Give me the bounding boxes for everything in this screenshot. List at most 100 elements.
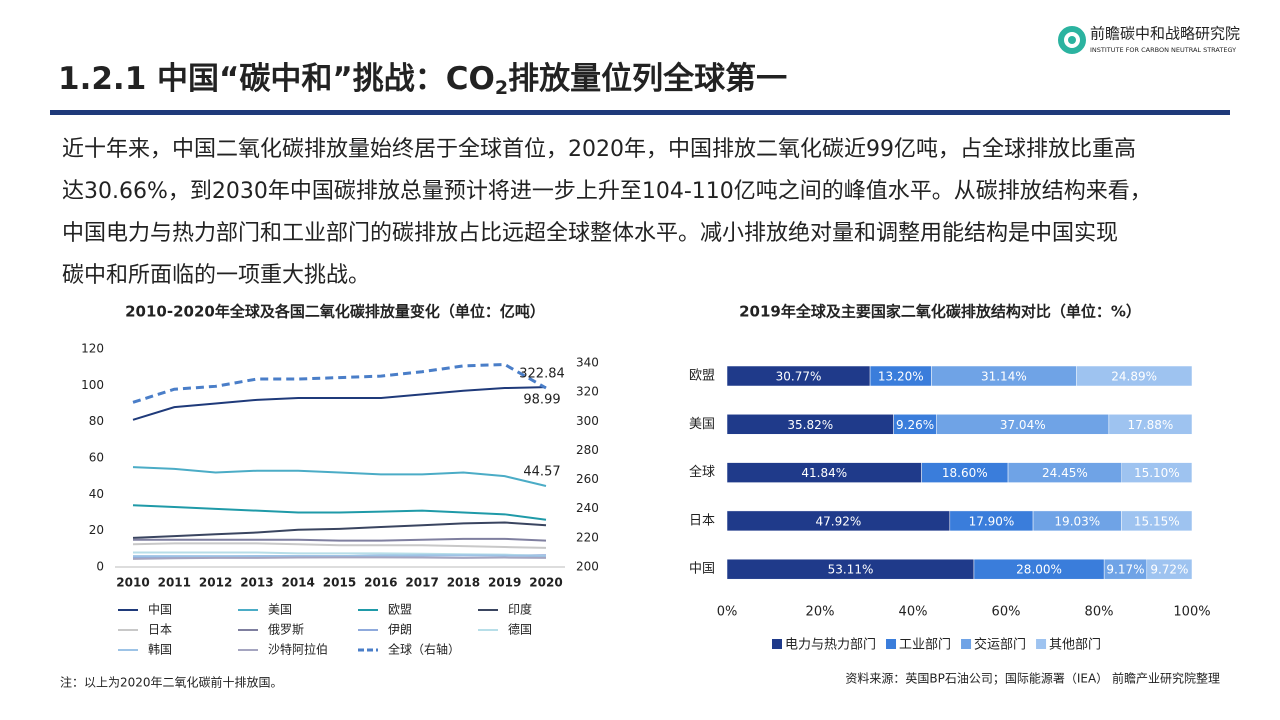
legend-label: 印度 — [508, 602, 532, 617]
bar-segment — [1121, 462, 1193, 483]
title-end: 排放量位列全球第一 — [508, 61, 787, 97]
y2-tick-label: 320 — [576, 385, 599, 399]
legend-swatch — [772, 639, 782, 649]
x-tick-label: 100% — [1173, 605, 1210, 620]
data-label: 9.26% — [896, 418, 934, 432]
chart-title: 2010-2020年全球及各国二氧化碳排放量变化（单位：亿吨） — [125, 303, 545, 321]
x-tick-label: 2012 — [199, 576, 232, 590]
series-line — [133, 554, 547, 558]
legend-swatch — [1036, 639, 1047, 649]
data-label: 98.99 — [523, 393, 560, 408]
data-label: 15.15% — [1134, 514, 1180, 528]
data-label: 30.77% — [776, 370, 822, 384]
data-label: 41.84% — [801, 466, 847, 480]
series-line — [132, 542, 547, 549]
legend-label: 其他部门 — [1049, 638, 1101, 653]
title-subscript: 2 — [495, 77, 508, 99]
data-label: 9.17% — [1106, 563, 1144, 577]
y-tick-label: 20 — [89, 523, 104, 537]
y2-tick-label: 240 — [576, 501, 599, 515]
legend-swatch — [886, 639, 897, 649]
data-label: 17.88% — [1128, 418, 1174, 432]
y-tick-label: 100 — [81, 378, 104, 392]
y2-tick-label: 280 — [576, 443, 599, 457]
data-label: 13.20% — [878, 370, 924, 384]
x-tick-label: 2010 — [116, 576, 149, 590]
x-tick-label: 80% — [1085, 605, 1114, 620]
paragraph-line: 碳中和所面临的一项重大挑战。 — [62, 263, 370, 288]
paragraph-line: 中国电力与热力部门和工业部门的碳排放占比远超全球整体水平。减小排放绝对量和调整用… — [62, 221, 1118, 246]
data-label: 31.14% — [981, 370, 1027, 384]
logo-name: 前瞻碳中和战略研究院 — [1090, 25, 1240, 43]
data-label: 35.82% — [787, 418, 833, 432]
y2-tick-label: 260 — [576, 472, 599, 486]
logo-icon-dot — [1068, 36, 1076, 44]
y2-tick-label: 340 — [576, 356, 599, 370]
series-line — [132, 466, 547, 488]
data-label: 24.89% — [1111, 370, 1157, 384]
logo — [1058, 26, 1086, 54]
data-label: 15.10% — [1134, 466, 1180, 480]
x-tick-label: 2017 — [405, 576, 438, 590]
y-tick-label: 60 — [89, 451, 104, 465]
legend-swatch — [961, 639, 972, 649]
logo-sub: INSTITUTE FOR CARBON NEUTRAL STRATEGY — [1090, 46, 1236, 54]
x-tick-label: 2014 — [281, 576, 314, 590]
x-tick-label: 2020 — [529, 576, 562, 590]
y-tick-label: 80 — [89, 414, 104, 428]
data-label: 28.00% — [1016, 563, 1062, 577]
x-tick-label: 2018 — [447, 576, 480, 590]
data-label: 47.92% — [816, 514, 862, 528]
y2-tick-label: 200 — [576, 560, 599, 574]
x-tick-label: 2019 — [488, 576, 521, 590]
legend-label: 俄罗斯 — [268, 623, 304, 637]
bar-segment — [1121, 510, 1193, 532]
legend-label: 美国 — [268, 603, 292, 617]
chart-title: 2019年全球及主要国家二氧化碳排放结构对比（单位：%） — [739, 303, 1141, 321]
bar-segment — [1146, 558, 1193, 580]
x-tick-label: 60% — [992, 605, 1021, 620]
data-label: 322.84 — [519, 367, 565, 382]
category-label: 美国 — [689, 417, 715, 432]
x-tick-label: 20% — [806, 605, 835, 620]
note: 注：以上为2020年二氧化碳前十排放国。 — [60, 675, 283, 690]
legend-label: 全球（右轴） — [388, 642, 460, 657]
bar-segment — [1108, 414, 1193, 435]
x-tick-label: 2015 — [323, 576, 356, 590]
legend-label: 欧盟 — [388, 603, 412, 617]
series-line — [132, 521, 547, 539]
data-label: 17.90% — [969, 514, 1015, 528]
legend-label: 工业部门 — [899, 638, 951, 653]
paragraph: 近十年来，中国二氧化碳排放量始终居于全球首位，2020年，中国排放二氧化碳近99… — [62, 137, 1152, 288]
series-line — [132, 556, 547, 560]
legend-label: 日本 — [148, 623, 172, 637]
data-label: 24.45% — [1042, 466, 1088, 480]
legend-label: 交运部门 — [974, 637, 1026, 653]
category-label: 中国 — [689, 562, 715, 577]
y-tick-label: 0 — [96, 560, 104, 574]
x-tick-label: 2016 — [364, 576, 397, 590]
legend-label: 电力与热力部门 — [785, 638, 876, 653]
legend-label: 中国 — [148, 602, 172, 617]
series-line — [132, 386, 547, 421]
x-tick-label: 2013 — [240, 576, 273, 590]
y-tick-label: 120 — [81, 342, 104, 356]
legend-label: 伊朗 — [388, 623, 412, 637]
series-line — [132, 362, 547, 404]
category-label: 欧盟 — [689, 369, 715, 384]
data-label: 44.57 — [523, 465, 560, 480]
category-label: 日本 — [689, 513, 715, 528]
source: 资料来源：英国BP石油公司；国际能源署（IEA） 前瞻产业研究院整理 — [845, 671, 1220, 686]
x-tick-label: 2011 — [158, 576, 191, 590]
data-label: 9.72% — [1150, 563, 1188, 577]
series-line — [133, 537, 547, 542]
legend-label: 韩国 — [148, 642, 172, 657]
y-tick-label: 40 — [89, 487, 104, 501]
x-tick-label: 0% — [717, 605, 738, 620]
logo-icon — [1058, 26, 1086, 54]
category-label: 全球 — [689, 464, 715, 480]
series-line — [132, 504, 547, 521]
data-label: 37.04% — [1000, 418, 1046, 432]
